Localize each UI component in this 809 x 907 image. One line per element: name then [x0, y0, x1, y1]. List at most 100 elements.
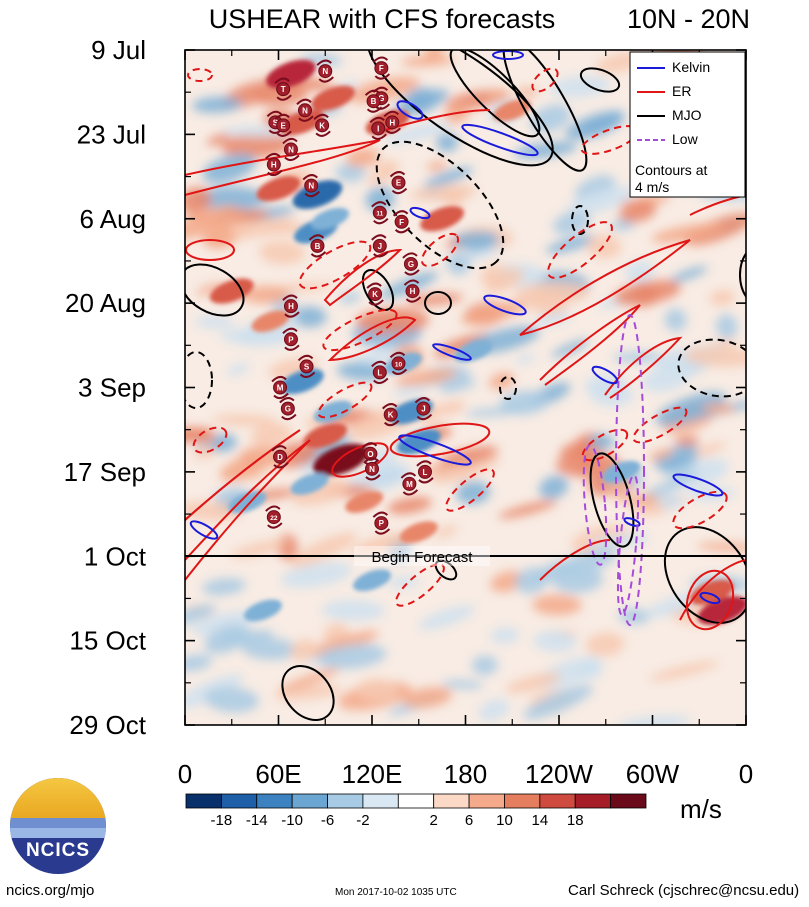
colorbar-label: 18 — [567, 812, 584, 829]
heatmap-cell — [456, 481, 491, 505]
contour-positive — [361, 269, 395, 311]
heatmap-core — [311, 85, 355, 111]
heatmap-cell — [196, 282, 225, 296]
storm-marker: 10 — [389, 351, 408, 375]
storm-marker: M — [271, 375, 289, 400]
footer-author: Carl Schreck (cjschrec@ncsu.edu) — [568, 882, 800, 899]
contour-positive — [689, 194, 746, 216]
contour-note-line1: Contours at — [635, 162, 707, 178]
contour-negative — [531, 67, 559, 93]
colorbar-label: -6 — [321, 812, 334, 829]
storm-marker-label: K — [388, 411, 394, 420]
storm-marker: G — [279, 397, 297, 421]
colorbar-swatch — [220, 793, 258, 809]
contour-positive — [424, 291, 452, 315]
heatmap-cell — [357, 678, 399, 702]
heatmap-cell — [400, 55, 455, 67]
contour-positive — [699, 591, 721, 605]
heatmap-core — [313, 443, 369, 476]
heatmap-cell — [715, 314, 738, 340]
storm-marker-label: 10 — [395, 361, 403, 368]
heatmap-cell — [195, 316, 235, 329]
storm-marker-label: T — [281, 85, 286, 94]
contour-negative — [185, 351, 213, 409]
contour-positive — [604, 336, 683, 399]
storm-marker-label: K — [372, 290, 378, 299]
colorbar-label: -18 — [211, 812, 233, 829]
heatmap-cell — [292, 306, 327, 328]
contour-negative — [632, 406, 688, 444]
contour-positive — [519, 239, 691, 336]
storm-marker: L — [371, 360, 389, 384]
storm-marker-label: S — [273, 118, 279, 127]
heatmap-cell — [347, 76, 420, 103]
y-tick-label: 20 Aug — [65, 288, 146, 318]
heatmap-cell — [651, 223, 724, 243]
colorbar-swatch — [397, 793, 435, 809]
contour-negative — [420, 232, 460, 268]
heatmap-cell — [387, 497, 432, 514]
heatmap-cell — [278, 667, 340, 693]
storm-marker: M — [400, 472, 419, 496]
storm-marker: 22 — [265, 505, 283, 529]
storm-marker-label: G — [378, 94, 384, 103]
heatmap-cell — [441, 680, 484, 689]
heatmap-cell — [393, 382, 433, 398]
contour-negative — [547, 221, 613, 279]
storm-marker: T — [274, 77, 292, 101]
storm-marker-label: I — [377, 124, 379, 133]
contour-positive — [185, 239, 235, 261]
colorbar-label: 10 — [496, 812, 513, 829]
storm-marker: N — [363, 457, 381, 481]
contour-negative — [672, 490, 728, 530]
heatmap-cell — [550, 76, 611, 98]
storm-marker: H — [265, 152, 283, 177]
storm-marker-label: G — [408, 260, 414, 269]
footer-url[interactable]: ncics.org/mjo — [6, 882, 95, 899]
storm-marker-label: H — [410, 287, 416, 296]
x-tick-label: 0 — [739, 759, 753, 789]
heatmap-cell — [490, 570, 525, 593]
contour-positive — [739, 251, 746, 299]
storm-marker: K — [366, 282, 384, 306]
heatmap-cell — [654, 444, 698, 471]
y-tick-label: 17 Sep — [64, 457, 146, 487]
storm-marker: N — [302, 174, 320, 198]
heatmap-cell — [191, 96, 243, 113]
colorbar-label: 14 — [532, 812, 549, 829]
contour-positive — [327, 316, 417, 362]
heatmap-cell — [418, 605, 475, 630]
contour-negative — [581, 428, 629, 462]
contour-positive — [185, 439, 311, 581]
storm-marker: P — [282, 327, 300, 351]
heatmap-cell — [674, 435, 700, 446]
heatmap-cell — [212, 414, 276, 426]
heatmap-cell — [231, 539, 288, 559]
heatmap-cell — [346, 148, 380, 168]
heatmap-cell — [656, 491, 684, 510]
heatmap-cell — [423, 167, 474, 188]
heatmap-cell — [465, 406, 528, 417]
storm-marker-label: N — [288, 145, 294, 154]
y-tick-label: 9 Jul — [91, 35, 146, 65]
storm-marker-label: 11 — [376, 211, 383, 218]
heatmap-cell — [613, 280, 681, 306]
heatmap-cell — [641, 471, 700, 500]
colorbar-swatch — [468, 793, 505, 809]
contour-negative — [582, 444, 608, 566]
contour-positive — [663, 526, 746, 624]
contour-positive — [432, 343, 472, 361]
contour-positive — [366, 50, 554, 167]
colorbar-swatch — [256, 793, 293, 809]
x-tick-label: 0 — [178, 759, 192, 789]
storm-marker: J — [371, 234, 389, 258]
y-tick-label: 1 Oct — [84, 541, 147, 571]
heatmap-cell — [281, 562, 352, 588]
storm-marker: P — [372, 511, 391, 535]
colorbar-swatch — [574, 793, 612, 809]
heatmap-cell — [402, 687, 453, 709]
storm-marker: K — [381, 403, 400, 427]
x-tick-label: 60E — [255, 759, 301, 789]
storm-marker-label: N — [302, 106, 308, 115]
contour-positive — [539, 304, 641, 386]
